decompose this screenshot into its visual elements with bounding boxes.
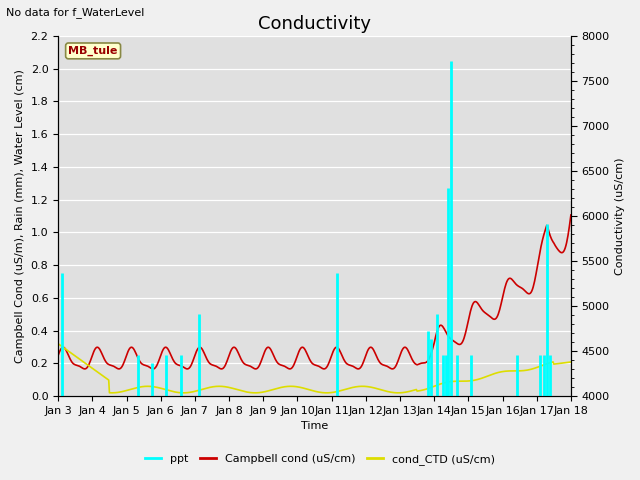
Text: No data for f_WaterLevel: No data for f_WaterLevel: [6, 7, 145, 18]
Text: MB_tule: MB_tule: [68, 46, 118, 56]
X-axis label: Time: Time: [301, 421, 328, 432]
Y-axis label: Conductivity (uS/cm): Conductivity (uS/cm): [615, 157, 625, 275]
Title: Conductivity: Conductivity: [258, 15, 371, 33]
Legend: ppt, Campbell cond (uS/cm), cond_CTD (uS/cm): ppt, Campbell cond (uS/cm), cond_CTD (uS…: [140, 450, 500, 469]
Y-axis label: Campbell Cond (uS/m), Rain (mm), Water Level (cm): Campbell Cond (uS/m), Rain (mm), Water L…: [15, 69, 25, 363]
